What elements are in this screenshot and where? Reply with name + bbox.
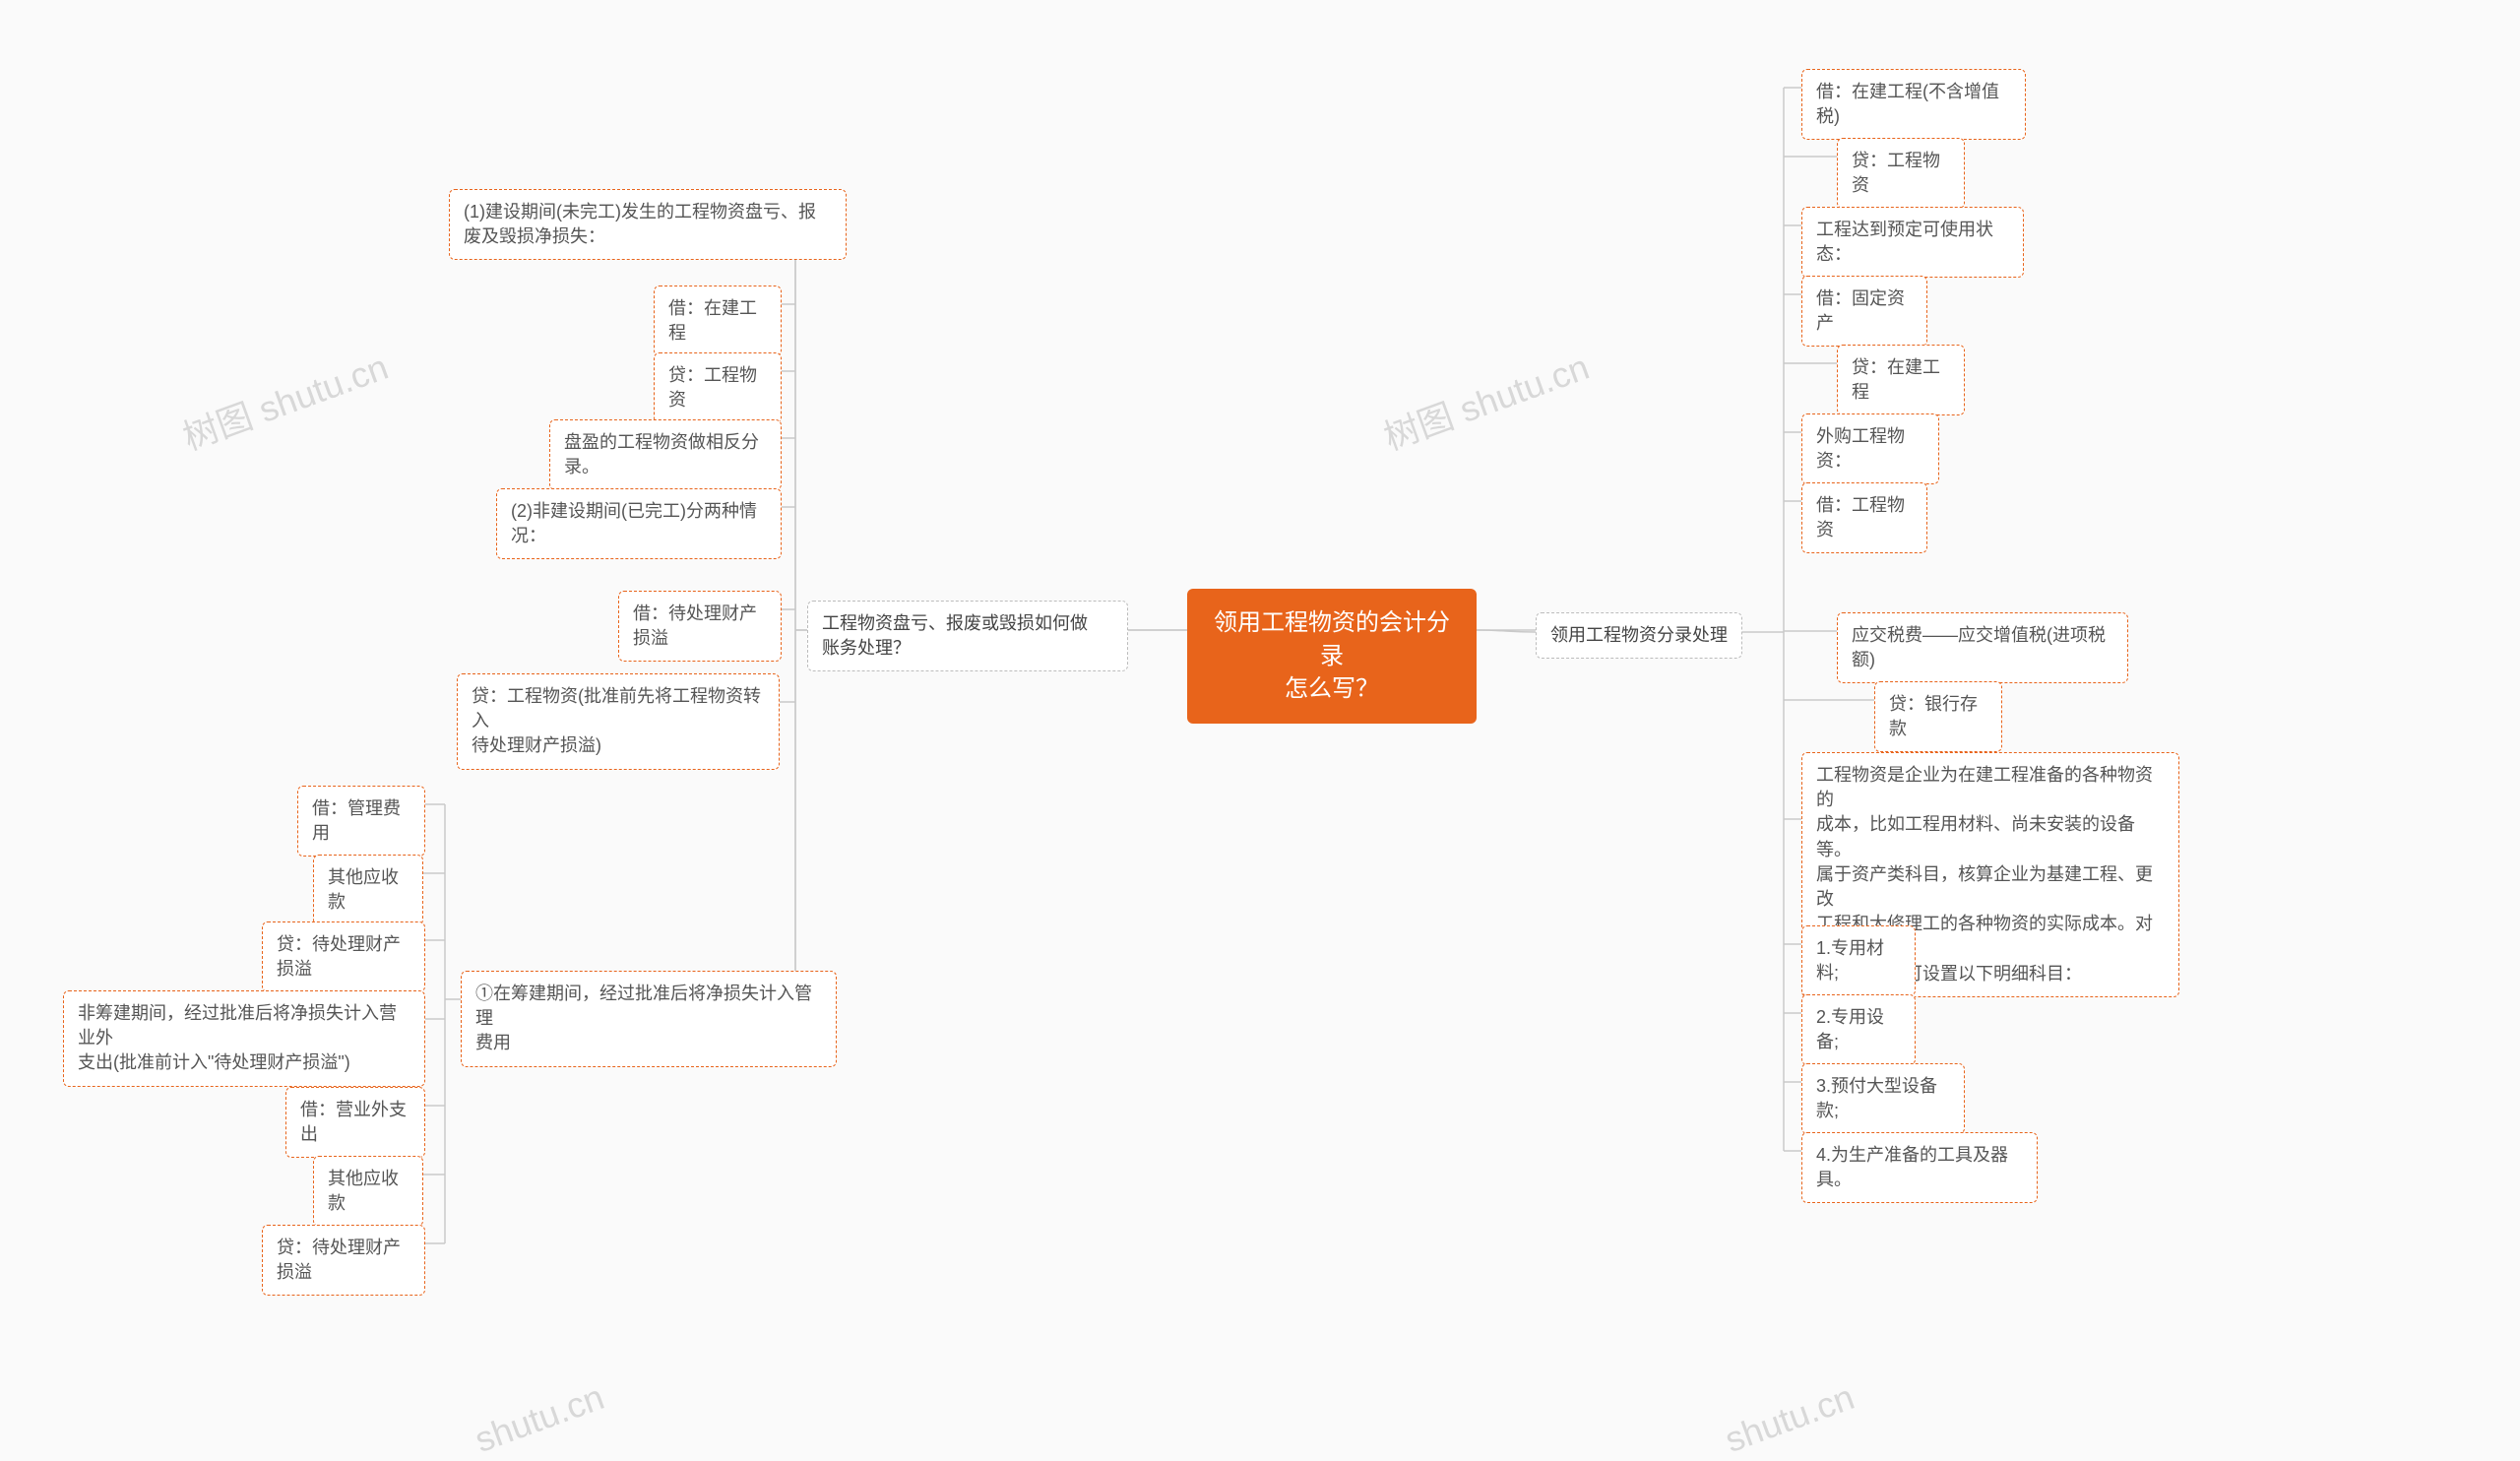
leaf-text: 3.预付大型设备款; <box>1816 1076 1937 1120</box>
leaf-text: 其他应收款 <box>328 1169 399 1213</box>
leaf-text: 借：管理费用 <box>312 798 401 843</box>
watermark: shutu.cn <box>470 1376 609 1461</box>
leaf-text: 贷：工程物资 <box>668 365 757 410</box>
leaf-text: 贷：工程物资(批准前先将工程物资转入 待处理财产损溢) <box>472 686 761 755</box>
right-leaf[interactable]: 借：工程物资 <box>1801 482 1927 553</box>
watermark: shutu.cn <box>1720 1376 1859 1461</box>
right-leaf[interactable]: 借：在建工程(不含增值税) <box>1801 69 2026 140</box>
leaf-text: 借：营业外支出 <box>300 1100 407 1144</box>
leaf-text: 1.专用材料; <box>1816 938 1884 983</box>
leaf-text: (1)建设期间(未完工)发生的工程物资盘亏、报 废及毁损净损失： <box>464 202 816 246</box>
left-subleaf[interactable]: 其他应收款 <box>313 1156 423 1227</box>
leaf-text: 贷：银行存款 <box>1889 694 1978 738</box>
left-subleaf[interactable]: 贷：待处理财产损溢 <box>262 1225 425 1296</box>
leaf-text: 借：工程物资 <box>1816 495 1905 540</box>
root-node[interactable]: 领用工程物资的会计分录 怎么写？ <box>1187 589 1477 724</box>
right-leaf[interactable]: 贷：在建工程 <box>1837 345 1965 415</box>
leaf-text: 贷：待处理财产损溢 <box>277 1238 401 1282</box>
left-subleaf[interactable]: 其他应收款 <box>313 855 423 925</box>
left-leaf[interactable]: 借：待处理财产损溢 <box>618 591 782 662</box>
right-leaf[interactable]: 3.预付大型设备款; <box>1801 1063 1965 1134</box>
right-leaf[interactable]: 应交税费——应交增值税(进项税额) <box>1837 612 2128 683</box>
left-leaf[interactable]: 贷：工程物资 <box>654 352 782 423</box>
leaf-text: 贷：在建工程 <box>1852 357 1940 402</box>
left-subleaf[interactable]: 借：营业外支出 <box>285 1087 425 1158</box>
watermark: 树图 shutu.cn <box>1376 339 1596 460</box>
left-branch-label: 工程物资盘亏、报废或毁损如何做 账务处理？ <box>822 613 1088 658</box>
right-leaf[interactable]: 1.专用材料; <box>1801 925 1916 996</box>
leaf-text: 其他应收款 <box>328 867 399 912</box>
leaf-text: 借：在建工程(不含增值税) <box>1816 82 1999 126</box>
right-leaf[interactable]: 外购工程物资： <box>1801 413 1939 484</box>
leaf-text: 2.专用设备; <box>1816 1007 1884 1051</box>
leaf-text: 应交税费——应交增值税(进项税额) <box>1852 625 2106 669</box>
leaf-text: 工程达到预定可使用状态： <box>1816 220 1993 264</box>
left-subleaf[interactable]: 贷：待处理财产损溢 <box>262 921 425 992</box>
leaf-text: 贷：工程物资 <box>1852 151 1940 195</box>
leaf-text: 4.为生产准备的工具及器具。 <box>1816 1145 2008 1189</box>
left-leaf[interactable]: 贷：工程物资(批准前先将工程物资转入 待处理财产损溢) <box>457 673 780 770</box>
leaf-text: 借：在建工程 <box>668 298 757 343</box>
watermark: 树图 shutu.cn <box>175 339 395 460</box>
leaf-text: 盘盈的工程物资做相反分录。 <box>564 432 759 476</box>
left-leaf[interactable]: (1)建设期间(未完工)发生的工程物资盘亏、报 废及毁损净损失： <box>449 189 847 260</box>
leaf-text: (2)非建设期间(已完工)分两种情况： <box>511 501 757 545</box>
right-leaf[interactable]: 贷：银行存款 <box>1874 681 2002 752</box>
leaf-text: 借：固定资产 <box>1816 288 1905 333</box>
left-leaf[interactable]: 盘盈的工程物资做相反分录。 <box>549 419 782 490</box>
right-leaf[interactable]: 4.为生产准备的工具及器具。 <box>1801 1132 2038 1203</box>
right-leaf[interactable]: 借：固定资产 <box>1801 276 1927 347</box>
left-subleaf[interactable]: 借：管理费用 <box>297 786 425 857</box>
leaf-text: 贷：待处理财产损溢 <box>277 934 401 979</box>
leaf-text: 借：待处理财产损溢 <box>633 603 757 648</box>
leaf-text: 外购工程物资： <box>1816 426 1905 471</box>
leaf-text: 非筹建期间，经过批准后将净损失计入营业外 支出(批准前计入"待处理财产损溢") <box>78 1003 397 1072</box>
right-branch-node[interactable]: 领用工程物资分录处理 <box>1536 612 1742 659</box>
right-leaf[interactable]: 工程达到预定可使用状态： <box>1801 207 2024 278</box>
right-leaf[interactable]: 贷：工程物资 <box>1837 138 1965 209</box>
leaf-text: ①在筹建期间，经过批准后将净损失计入管理 费用 <box>475 984 812 1052</box>
left-leaf[interactable]: 借：在建工程 <box>654 286 782 356</box>
left-leaf-parent[interactable]: ①在筹建期间，经过批准后将净损失计入管理 费用 <box>461 971 837 1067</box>
right-branch-label: 领用工程物资分录处理 <box>1550 625 1728 645</box>
right-leaf[interactable]: 2.专用设备; <box>1801 994 1916 1065</box>
left-subleaf[interactable]: 非筹建期间，经过批准后将净损失计入营业外 支出(批准前计入"待处理财产损溢") <box>63 990 425 1087</box>
left-branch-node[interactable]: 工程物资盘亏、报废或毁损如何做 账务处理？ <box>807 601 1128 671</box>
root-text: 领用工程物资的会计分录 怎么写？ <box>1211 606 1453 706</box>
left-leaf[interactable]: (2)非建设期间(已完工)分两种情况： <box>496 488 782 559</box>
